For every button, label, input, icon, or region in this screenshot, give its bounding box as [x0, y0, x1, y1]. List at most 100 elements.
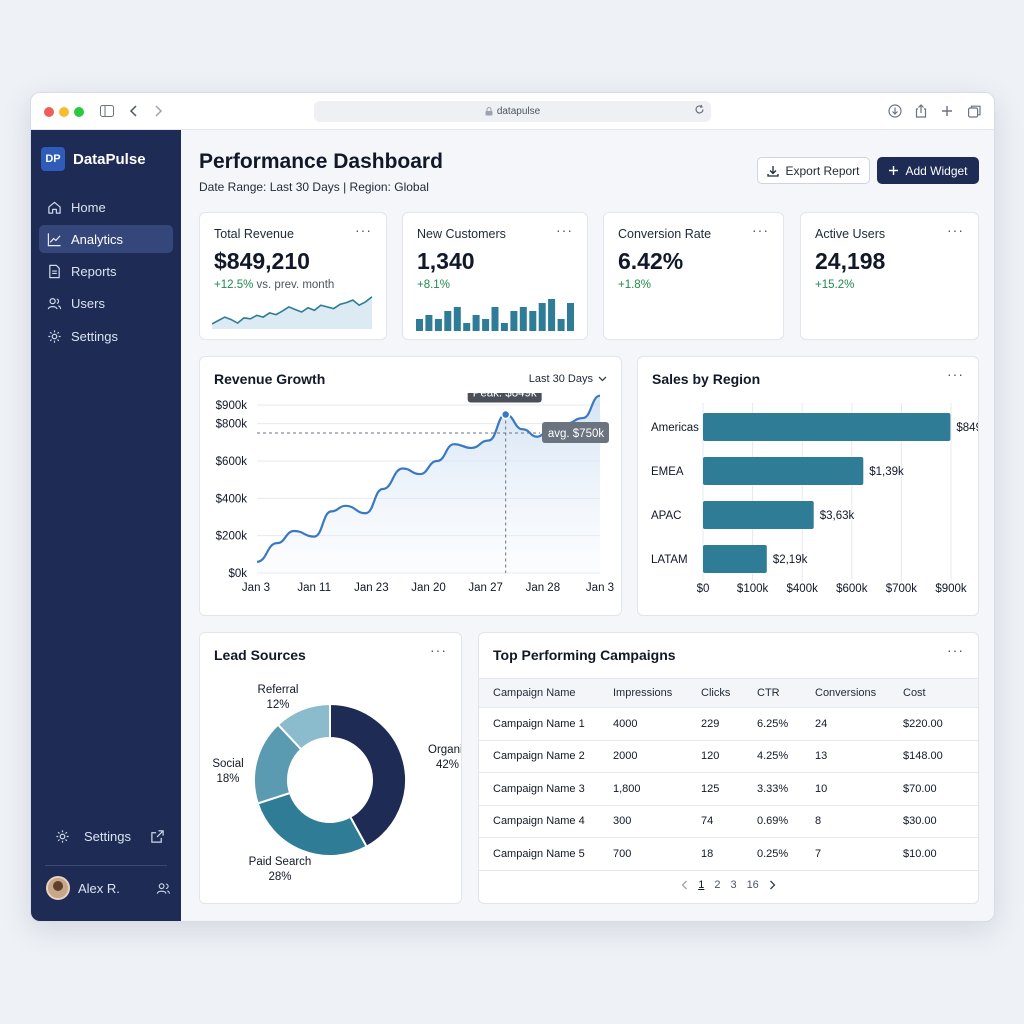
users-icon: [47, 297, 62, 309]
y-tick-label: $0k: [228, 568, 247, 580]
y-tick-label: $900k: [216, 400, 248, 412]
more-icon[interactable]: ···: [947, 642, 964, 658]
customers-bar-sparkline: [416, 299, 574, 331]
external-link-icon[interactable]: [150, 829, 165, 844]
kpi-delta: +12.5% vs. prev. month: [214, 279, 334, 291]
table-cell: 0.69%: [757, 805, 815, 838]
column-header[interactable]: Impressions: [613, 678, 701, 708]
column-header[interactable]: Clicks: [701, 678, 757, 708]
sales-by-region-chart[interactable]: $0 $100k $400k $600k $700k $900k Americas $849k…: [638, 393, 978, 615]
sidebar-item-analytics[interactable]: Analytics: [39, 225, 173, 253]
sidebar-item-home[interactable]: Home: [39, 193, 173, 221]
page-link[interactable]: 16: [746, 879, 759, 891]
table-cell: 700: [613, 837, 701, 871]
sparkline-line: [212, 296, 373, 325]
more-icon[interactable]: ···: [752, 222, 769, 238]
slice-value: 18%: [216, 773, 239, 785]
table-cell: 125: [701, 772, 757, 806]
slice-label: Referral: [258, 684, 299, 696]
sidebar-footer-settings[interactable]: Settings: [39, 822, 165, 850]
chevron-right-icon[interactable]: [769, 880, 776, 890]
more-icon[interactable]: ···: [430, 642, 447, 658]
add-widget-button[interactable]: Add Widget: [877, 157, 979, 184]
table-cell: 2000: [613, 740, 701, 773]
avatar[interactable]: [46, 876, 70, 900]
category-label: EMEA: [651, 466, 684, 478]
table-row[interactable]: Campaign Name 1 4000 229 6.25% 24 $220.00: [479, 707, 978, 741]
page-link[interactable]: 3: [730, 879, 737, 891]
maximize-window-button[interactable]: [74, 107, 84, 117]
x-tick-label: $400k: [787, 583, 819, 595]
more-icon[interactable]: ···: [556, 222, 573, 238]
sidebar-item-reports[interactable]: Reports: [39, 257, 173, 285]
sparkline-bar: [491, 307, 499, 331]
sidebar-item-settings[interactable]: Settings: [39, 322, 173, 350]
page-link[interactable]: 1: [698, 879, 705, 891]
card-title: Lead Sources: [214, 647, 306, 663]
table-row[interactable]: Campaign Name 3 1,800 125 3.33% 10 $70.00: [479, 772, 978, 806]
sparkline-bar: [519, 307, 527, 331]
table-cell: 8: [815, 805, 903, 838]
x-tick-label: $700k: [886, 583, 918, 595]
kpi-card-active-users[interactable]: Active Users ··· 24,198 +15.2%: [800, 212, 979, 340]
table-row[interactable]: Campaign Name 2 2000 120 4.25% 13 $148.00: [479, 740, 978, 773]
table-cell: 6.25%: [757, 707, 815, 741]
kpi-value: 6.42%: [618, 248, 684, 274]
back-icon[interactable]: [124, 101, 144, 121]
column-header[interactable]: Campaign Name: [479, 678, 613, 708]
downloads-icon[interactable]: [885, 101, 905, 121]
x-tick-label: Jan 20: [411, 582, 446, 594]
user-profile[interactable]: Alex R.: [39, 874, 171, 902]
table-row[interactable]: Campaign Name 5 700 18 0.25% 7 $10.00: [479, 837, 978, 871]
home-icon: [48, 201, 61, 214]
close-window-button[interactable]: [44, 107, 54, 117]
table-cell: 1,800: [613, 772, 701, 806]
more-icon[interactable]: ···: [947, 366, 964, 382]
date-range-dropdown[interactable]: Last 30 Days: [529, 373, 607, 385]
share-icon[interactable]: [911, 101, 931, 121]
sparkline-bar: [500, 323, 508, 331]
y-tick-label: $800k: [216, 419, 248, 431]
new-tab-icon[interactable]: [937, 101, 957, 121]
x-tick-label: Jan 28: [526, 582, 561, 594]
gear-icon: [48, 329, 61, 343]
main-content: Performance Dashboard Date Range: Last 3…: [181, 130, 994, 921]
url-text: datapulse: [496, 106, 541, 117]
table-row[interactable]: Campaign Name 4 300 74 0.69% 8 $30.00: [479, 805, 978, 838]
sidebar-toggle-icon[interactable]: [97, 101, 117, 121]
sidebar-item-users[interactable]: Users: [39, 289, 173, 317]
kpi-card-new-customers[interactable]: New Customers ··· 1,340 +8.1%: [402, 212, 588, 340]
export-report-button[interactable]: Export Report: [757, 157, 870, 184]
data-label: $1,39k: [869, 466, 904, 478]
table-cell: Campaign Name 5: [479, 837, 613, 871]
minimize-window-button[interactable]: [59, 107, 69, 117]
column-header[interactable]: CTR: [757, 678, 815, 708]
revenue-area: [257, 395, 600, 573]
bar: [703, 413, 951, 441]
kpi-card-conversion-rate[interactable]: Conversion Rate ··· 6.42% +1.8%: [603, 212, 784, 340]
sparkline-bar: [425, 315, 433, 331]
lead-sources-donut-chart[interactable]: Organic 42% Paid Search 28% Social 18% Referra…: [200, 669, 461, 903]
donut-slice: [276, 702, 331, 751]
brand[interactable]: DP DataPulse: [41, 147, 146, 171]
forward-icon[interactable]: [148, 101, 168, 121]
more-icon[interactable]: ···: [355, 222, 372, 238]
add-widget-label: Add Widget: [905, 163, 968, 178]
kpi-value: 1,340: [417, 248, 475, 274]
column-header[interactable]: Cost: [903, 678, 978, 708]
more-icon[interactable]: ···: [947, 222, 964, 238]
address-bar[interactable]: datapulse: [314, 101, 711, 122]
page-link[interactable]: 2: [714, 879, 721, 891]
column-header[interactable]: Conversions: [815, 678, 903, 708]
export-report-label: Export Report: [785, 163, 860, 178]
reload-icon[interactable]: [694, 104, 705, 118]
revenue-growth-chart[interactable]: $0k $200k $400k $600k $800k $900k Jan 3 Jan 11 J…: [200, 393, 621, 615]
kpi-card-total-revenue[interactable]: Total Revenue ··· $849,210 +12.5% vs. pr…: [199, 212, 387, 340]
average-tooltip-label: avg. $750k: [548, 428, 605, 440]
kpi-delta: +1.8%: [618, 279, 651, 291]
tabs-overview-icon[interactable]: [964, 101, 984, 121]
switch-user-icon[interactable]: [156, 881, 171, 896]
x-tick-label: Jan 3: [242, 582, 270, 594]
chevron-left-icon[interactable]: [681, 880, 688, 890]
sparkline-bar: [567, 303, 574, 331]
